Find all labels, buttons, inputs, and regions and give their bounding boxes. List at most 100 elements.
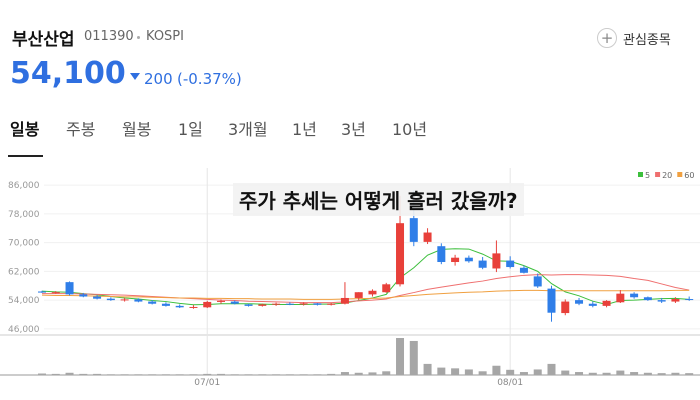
volume-bar [685,373,694,375]
volume-bar [643,372,652,375]
period-tab[interactable]: 1일 [178,120,203,139]
volume-bar [340,372,349,375]
candle-body [148,301,157,304]
candle-body [340,297,349,304]
y-tick-label: 54,000 [8,296,40,306]
candle-body [561,301,570,314]
candle-body [134,299,143,302]
candle-body [685,299,694,301]
period-tab[interactable]: 3개월 [228,120,268,139]
period-tab[interactable]: 주봉 [66,120,96,139]
price-change: 200 [144,70,173,88]
volume-bar [313,374,322,375]
candle-body [230,301,239,304]
active-tab-underline [8,155,43,157]
candle-body [519,267,528,273]
price: 54,100 [10,56,126,91]
y-tick-label: 78,000 [8,210,40,220]
price-change-pct: (-0.37%) [177,70,242,88]
candle-body [258,304,267,306]
candle-body [161,303,170,306]
candle-body [382,284,391,293]
candle-body [120,299,129,301]
volume-bar [451,368,460,375]
watchlist-button[interactable]: 관심종목 [623,33,671,48]
candle-body [79,294,88,297]
legend-swatch [677,172,683,177]
volume-bar [437,367,446,375]
volume-bar [588,372,597,375]
candle-body [217,300,226,302]
volume-bar [148,374,157,375]
candle-body [657,300,666,302]
candle-body [313,303,322,305]
volume-bar [134,374,143,375]
moving-average-line [41,289,690,300]
volume-bar [272,374,281,375]
candle-body [533,276,542,287]
candle-body [272,303,281,305]
candle-body [671,299,680,302]
volume-bar [93,373,102,375]
volume-bar [423,363,432,375]
volume-bar [602,372,611,375]
candle-body [327,303,336,305]
candle-body [451,257,460,263]
volume-bar [230,374,239,375]
separator-dot [137,36,140,39]
candle-body [65,282,74,295]
volume-bar [175,374,184,375]
candle-body [616,293,625,303]
y-tick-label: 46,000 [8,325,40,335]
candle-body [409,218,418,242]
volume-bar [533,369,542,375]
x-tick-label: 07/01 [194,378,220,388]
legend-swatch [655,172,661,177]
period-tab[interactable]: 1년 [292,120,317,139]
x-tick-label: 08/01 [497,378,523,388]
stock-code: 011390 [84,29,134,44]
volume-bar [203,373,212,375]
period-tab[interactable]: 3년 [341,120,366,139]
volume-bar [492,365,501,375]
volume-bar [630,372,639,375]
period-tab[interactable]: 10년 [392,120,428,139]
candle-body [244,304,253,306]
candle-body [285,303,294,305]
volume-bar [38,373,46,375]
add-watchlist-icon[interactable]: + [597,28,617,48]
candle-body [396,223,405,285]
candle-body [51,292,60,294]
volume-bar [382,371,391,375]
volume-bar [51,373,60,375]
y-tick-label: 86,000 [8,181,40,191]
candle-body [106,298,115,301]
volume-bar [396,338,405,375]
candle-body [93,296,102,299]
y-tick-label: 70,000 [8,239,40,249]
down-arrow [130,73,140,80]
candle-body [423,232,432,242]
volume-bar [244,374,253,375]
volume-bar [368,372,377,375]
candle-body [492,253,501,269]
candle-body [464,257,473,262]
volume-bar [106,374,115,375]
candle-body [437,246,446,263]
period-tab[interactable]: 일봉 [10,120,40,139]
candle-body [203,301,212,308]
candle-body [588,303,597,306]
volume-bar [258,374,267,375]
stock-name: 부산산업 [12,30,75,50]
market: KOSPI [146,29,184,44]
candle-body [299,303,308,305]
candle-body [643,297,652,301]
volume-bar [189,374,198,375]
volume-bar [161,374,170,375]
candle-body [368,290,377,295]
candle-body [506,260,515,268]
moving-average-line [42,274,690,304]
volume-bar [506,369,515,375]
period-tab[interactable]: 월봉 [122,120,152,139]
volume-bar [671,372,680,375]
